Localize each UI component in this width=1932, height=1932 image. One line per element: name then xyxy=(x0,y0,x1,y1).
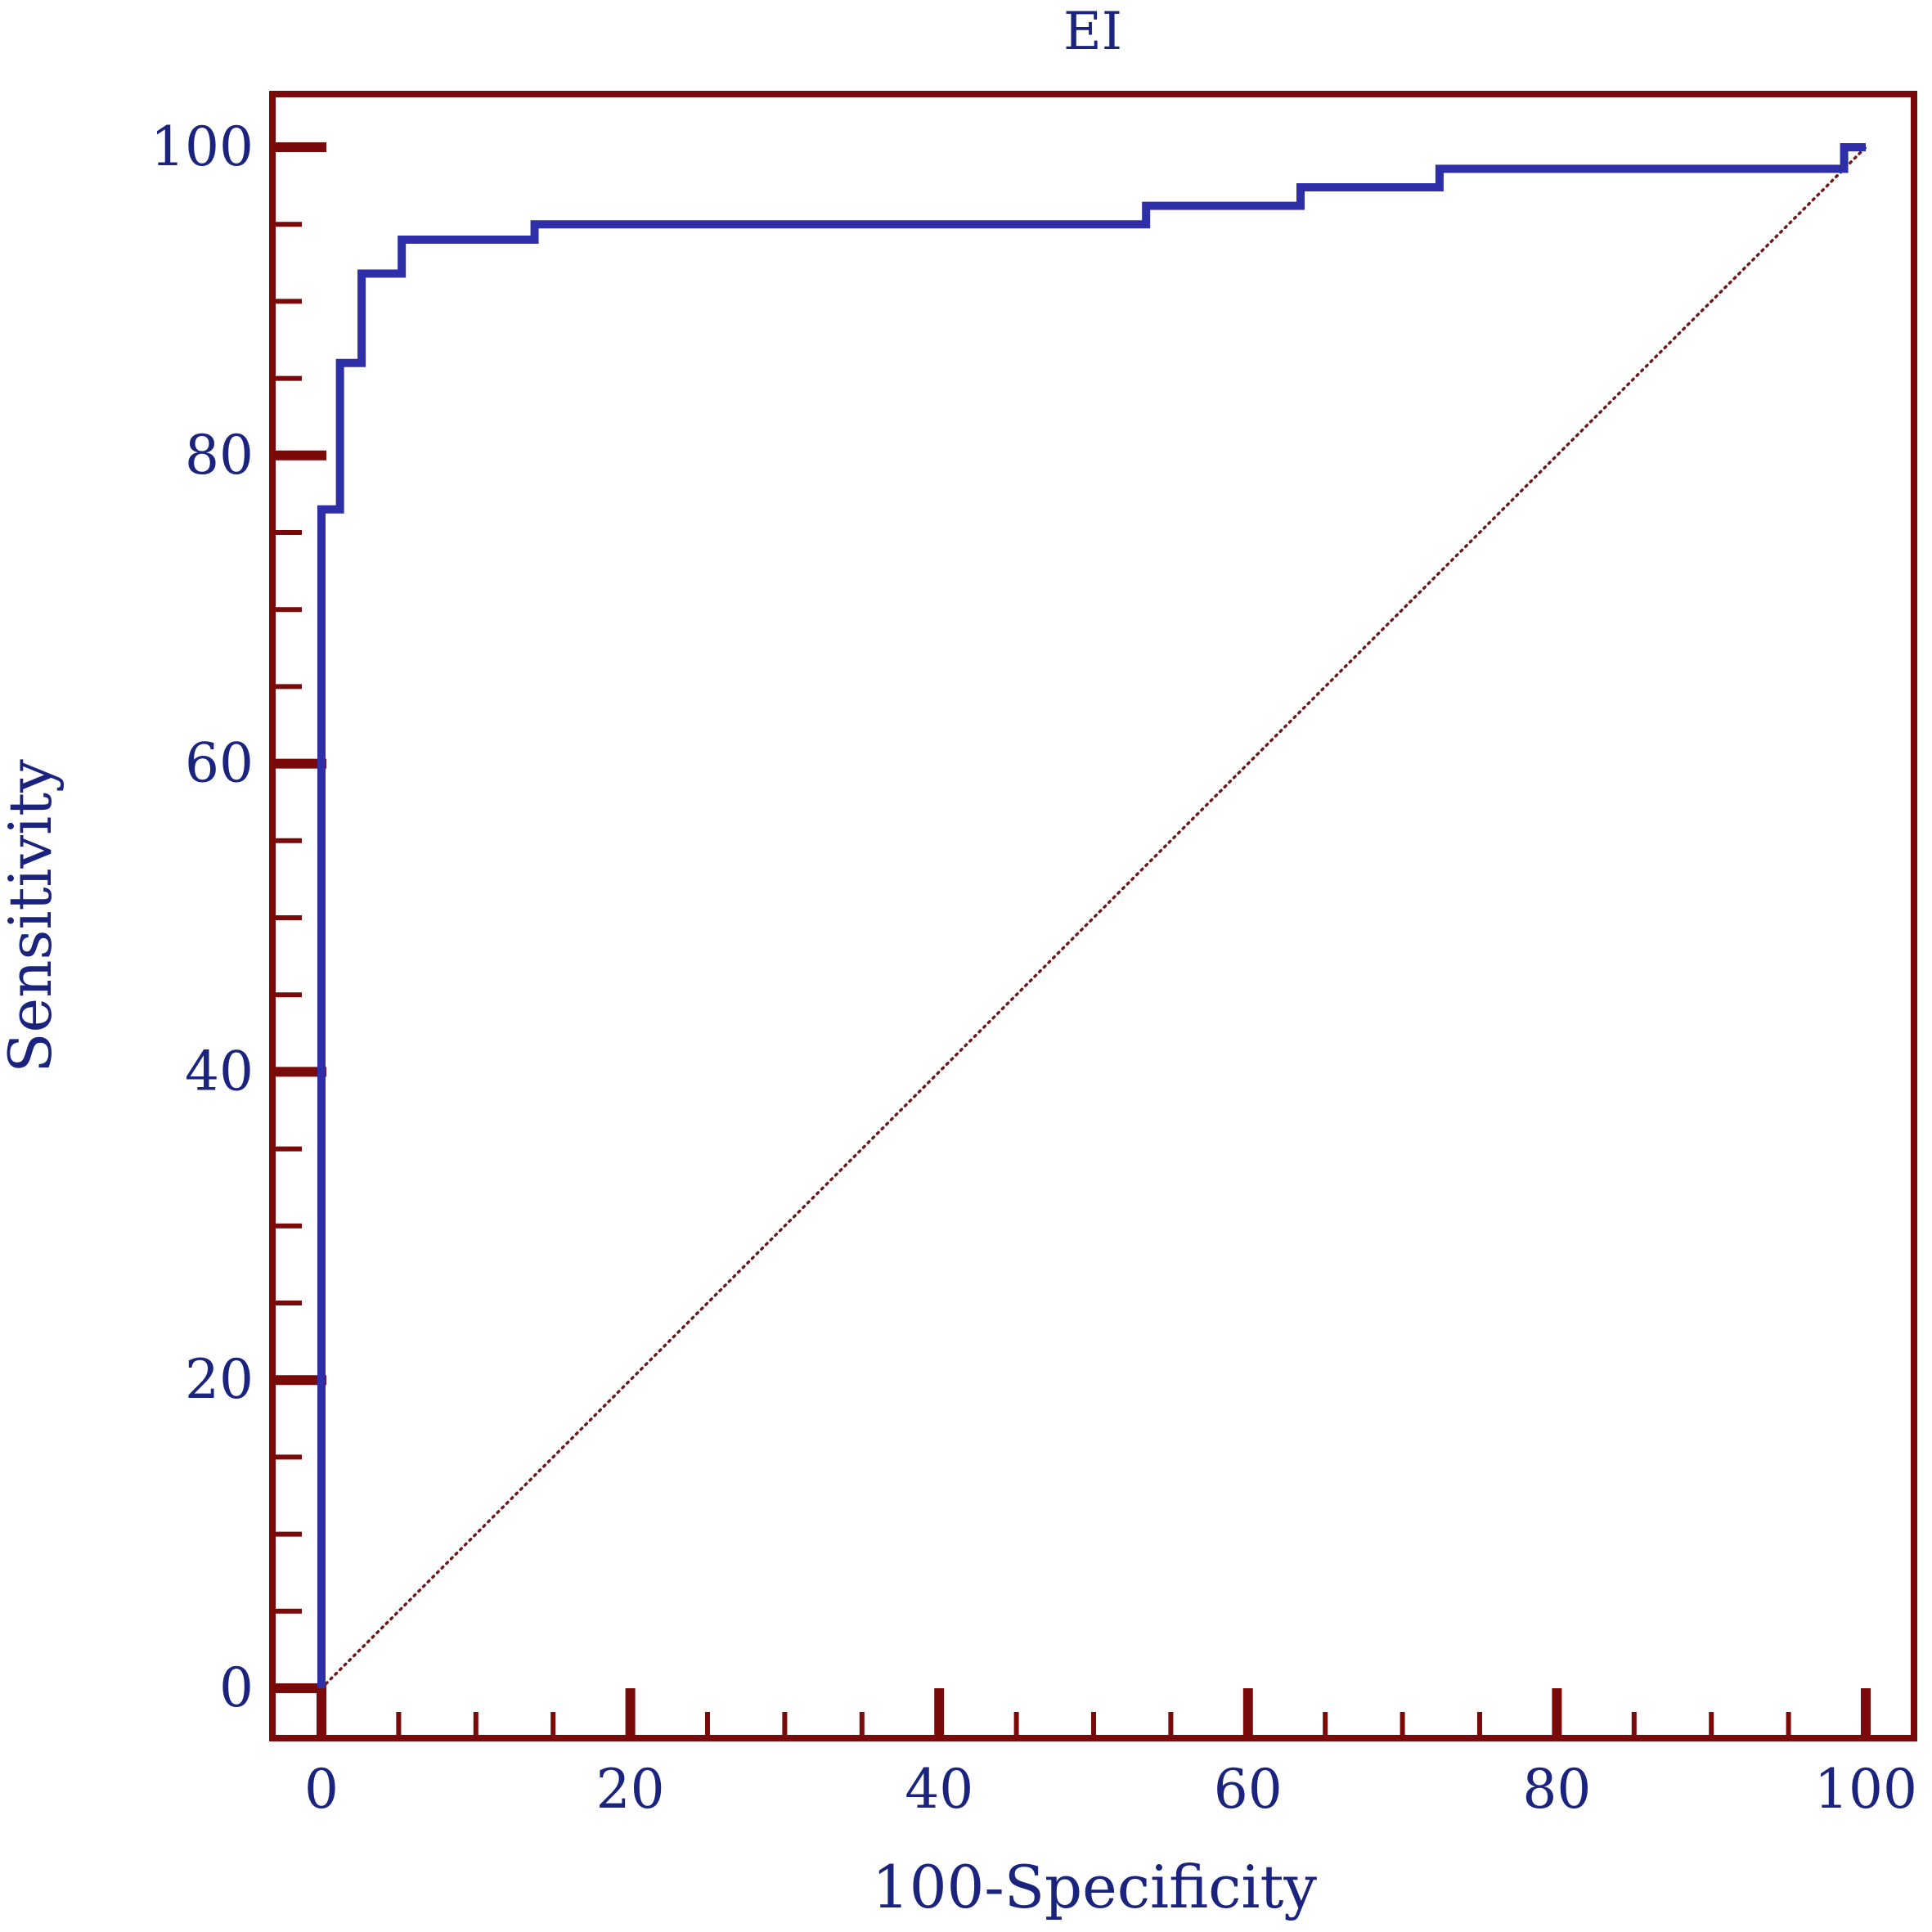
roc-curve xyxy=(317,143,1866,1688)
x-tick-labels: 0 20 40 60 80 100 xyxy=(304,1758,1917,1821)
x-tick-label: 60 xyxy=(1214,1758,1283,1821)
x-tick-label: 100 xyxy=(1814,1758,1917,1821)
x-tick-label: 40 xyxy=(905,1758,973,1821)
reference-line-layer xyxy=(320,146,1867,1690)
y-axis-title: Sensitivity xyxy=(0,759,65,1073)
roc-curve-layer xyxy=(317,143,1866,1688)
reference-line xyxy=(320,146,1867,1690)
y-tick-label: 20 xyxy=(185,1348,254,1411)
y-tick-label: 100 xyxy=(151,115,254,178)
x-tick-label: 20 xyxy=(596,1758,665,1821)
y-tick-label: 40 xyxy=(185,1040,254,1103)
x-axis-title: 100-Specificity xyxy=(872,1853,1317,1921)
chart-title: EI xyxy=(1063,2,1122,62)
plot-frame xyxy=(269,91,1917,1741)
y-tick-label: 80 xyxy=(185,424,254,487)
y-tick-label: 0 xyxy=(219,1656,254,1719)
y-tick-labels: 0 20 40 60 80 100 xyxy=(151,115,254,1719)
y-tick-label: 60 xyxy=(185,732,254,795)
tick-marks xyxy=(272,142,1871,1738)
x-tick-label: 0 xyxy=(304,1758,339,1821)
x-tick-label: 80 xyxy=(1522,1758,1591,1821)
